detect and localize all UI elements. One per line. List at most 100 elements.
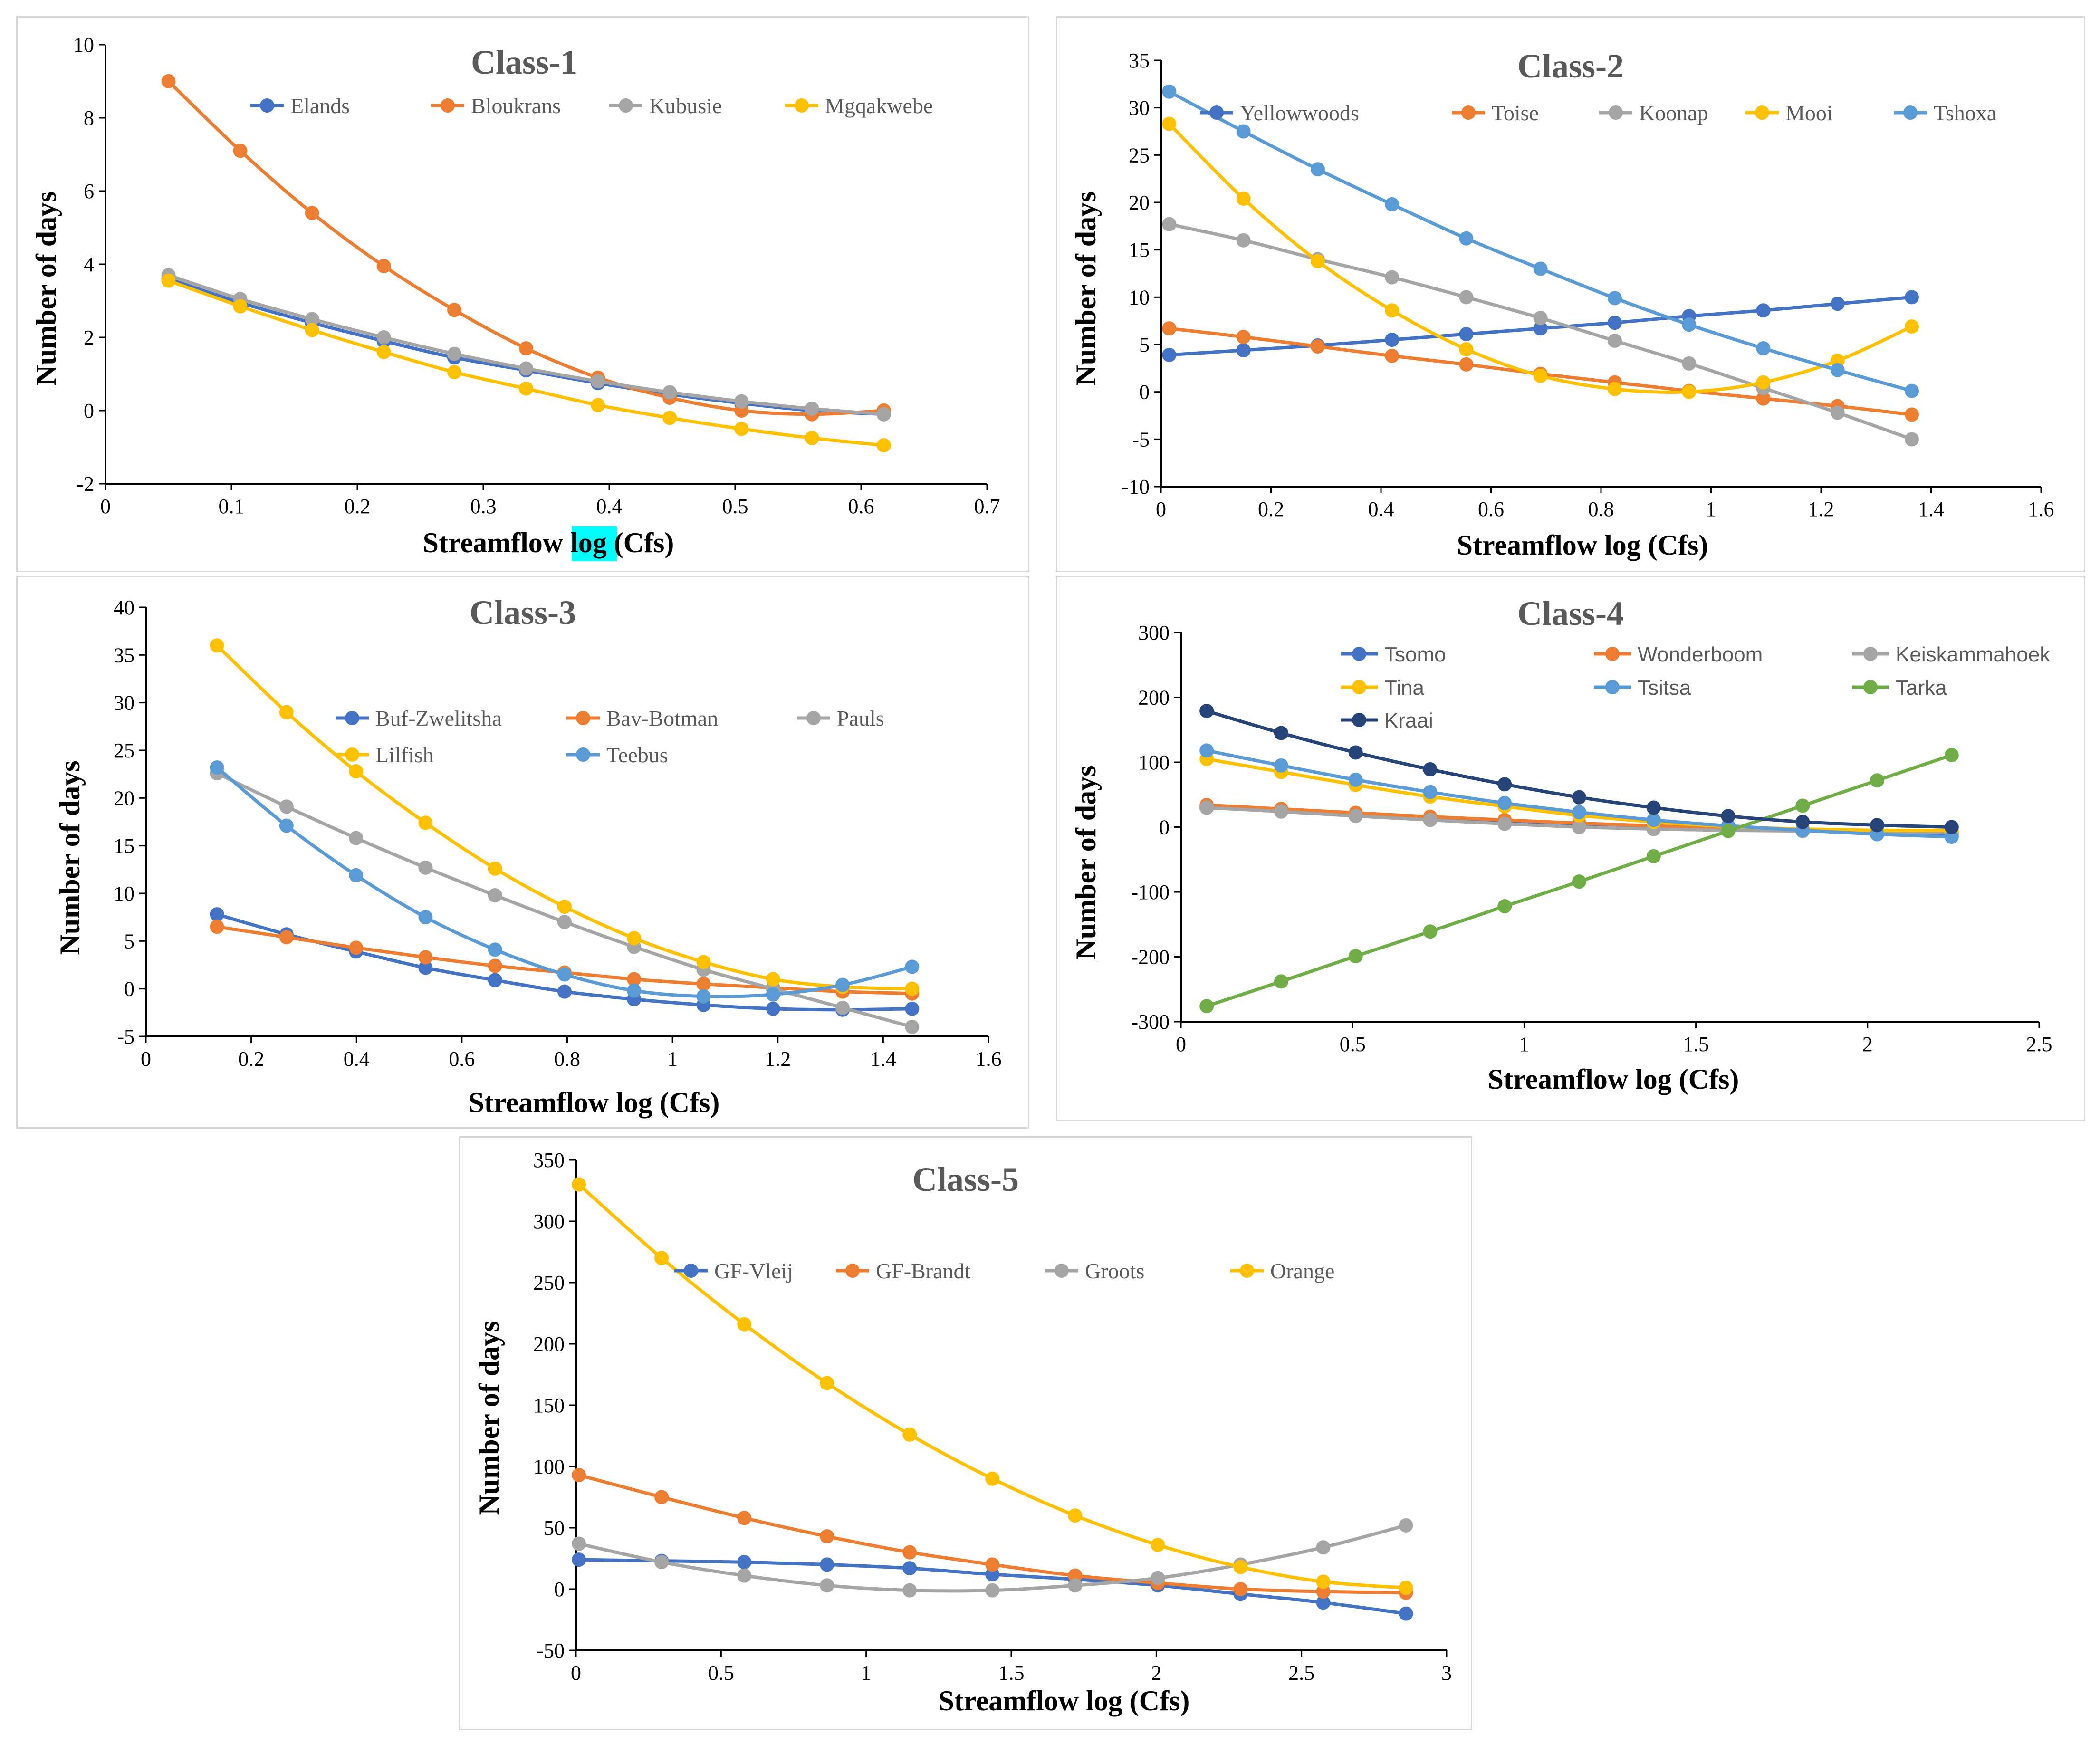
x-tick-label: 1.4 — [870, 1047, 896, 1071]
data-point-gf-brandt — [654, 1490, 669, 1504]
data-point-gf-vleij — [985, 1567, 1000, 1582]
data-point-tarka — [1944, 747, 1959, 762]
data-point-mgqakwebe — [305, 323, 319, 337]
data-point-bav-botman — [349, 940, 364, 955]
data-point-mgqakwebe — [161, 273, 176, 288]
legend-label: Kraai — [1384, 709, 1433, 732]
x-tick-label: 0.2 — [345, 495, 371, 518]
x-tick-label: 1.5 — [1683, 1033, 1709, 1056]
y-tick-label: 5 — [1139, 333, 1150, 356]
legend-swatch-marker — [806, 711, 821, 725]
data-point-tarka — [1274, 974, 1288, 989]
y-tick-label: 4 — [84, 253, 94, 276]
data-point-toise — [1385, 348, 1400, 363]
legend: Tsomo Wonderboom Keiskammahoek Tina Tsitsa Ta… — [1341, 643, 2051, 732]
y-tick-label: 50 — [544, 1516, 565, 1540]
data-point-mooi — [1385, 303, 1400, 318]
legend-label: Kubusie — [649, 94, 722, 118]
x-tick-label: 0.5 — [1340, 1033, 1366, 1056]
y-tick-label: 200 — [533, 1332, 565, 1356]
legend-label: GF-Vleij — [714, 1259, 793, 1283]
series-line-orange — [577, 1183, 1406, 1590]
chart-panel-class-1: Number of days Streamflow log (Cfs) Clas… — [16, 16, 1029, 572]
chart-class-1: Number of days Streamflow log (Cfs) Clas… — [30, 33, 1000, 561]
data-point-mgqakwebe — [233, 299, 248, 314]
series-group — [1199, 704, 1959, 1014]
axes: 0 0.2 0.4 0.6 0.8 1 1.2 1.4 1.6 -5 0 5 10 15 20 25 30 35 4… — [114, 596, 1002, 1071]
series-line-tshoxa — [1168, 90, 1912, 393]
data-point-tsitsa — [1348, 772, 1363, 787]
data-point-mooi — [1236, 192, 1251, 206]
legend-label: Elands — [290, 94, 350, 118]
data-point-mooi — [1756, 375, 1771, 390]
data-point-bav-botman — [627, 972, 642, 987]
legend-swatch-marker — [1609, 105, 1623, 120]
data-point-bloukrans — [519, 341, 534, 356]
data-point-koonap — [1904, 432, 1919, 447]
y-tick-label: 15 — [1129, 239, 1150, 262]
data-point-tarka — [1870, 773, 1885, 788]
series-line-mooi — [1168, 123, 1913, 394]
xlabel-highlight — [572, 526, 617, 561]
y-tick-label: 150 — [533, 1394, 565, 1417]
legend-swatch-marker — [684, 1264, 698, 1278]
y-tick-label: -200 — [1131, 946, 1170, 969]
data-point-groots — [1068, 1578, 1083, 1593]
data-point-tshoxa — [1459, 231, 1474, 246]
data-point-bloukrans — [305, 206, 319, 220]
legend-swatch-marker — [260, 98, 274, 113]
legend-swatch-marker — [1863, 647, 1878, 661]
data-point-koonap — [1607, 334, 1622, 348]
data-point-bloukrans — [447, 303, 462, 317]
x-tick-label: 0 — [100, 495, 111, 518]
legend-label: Keiskammahoek — [1896, 643, 2051, 666]
chart-title: Class-4 — [1517, 594, 1624, 632]
data-point-kubusie — [519, 361, 534, 376]
y-tick-label: 100 — [533, 1455, 565, 1478]
data-point-keiskammahoek — [1497, 816, 1512, 831]
y-tick-label: 5 — [124, 929, 134, 953]
data-point-kraai — [1274, 726, 1288, 740]
y-tick-label: 20 — [114, 786, 134, 810]
data-point-toise — [1236, 330, 1251, 345]
data-point-mooi — [1682, 384, 1697, 399]
chart-class-5: Number of days Streamflow log (Cfs) Clas… — [473, 1149, 1452, 1716]
data-point-bloukrans — [376, 259, 391, 273]
chart-class-4: Number of days Streamflow log (Cfs) Clas… — [1070, 594, 2052, 1095]
data-point-mgqakwebe — [591, 398, 605, 412]
y-tick-label: 35 — [1129, 49, 1150, 72]
y-tick-label: -5 — [1132, 428, 1150, 451]
data-point-bav-botman — [210, 920, 224, 934]
y-tick-label: 2 — [84, 326, 94, 349]
data-point-yellowwoods — [1385, 333, 1400, 347]
data-point-tsitsa — [1199, 743, 1214, 758]
x-tick-label: 1.6 — [976, 1047, 1002, 1071]
y-tick-label: 20 — [1129, 191, 1150, 214]
data-point-keiskammahoek — [1199, 800, 1214, 815]
data-point-gf-vleij — [1316, 1595, 1331, 1610]
data-point-kraai — [1423, 762, 1438, 777]
data-point-keiskammahoek — [1423, 813, 1438, 827]
data-point-mooi — [1162, 116, 1177, 131]
data-point-mgqakwebe — [734, 422, 749, 436]
y-tick-label: 300 — [1138, 621, 1170, 644]
data-point-mgqakwebe — [662, 411, 677, 425]
legend-swatch-marker — [1352, 713, 1366, 727]
data-point-orange — [820, 1376, 834, 1390]
y-axis-label: Number of days — [30, 192, 62, 386]
legend-label: Tsomo — [1384, 643, 1446, 666]
data-point-bav-botman — [488, 958, 502, 973]
legend-label: Bloukrans — [471, 94, 561, 118]
data-point-gf-vleij — [572, 1552, 586, 1567]
data-point-kubusie — [305, 312, 319, 326]
data-point-toise — [1904, 407, 1919, 422]
x-tick-label: 0.4 — [344, 1047, 370, 1071]
x-tick-label: 0.6 — [1478, 498, 1504, 521]
legend-swatch-marker — [1755, 105, 1769, 120]
chart-title: Class-5 — [912, 1160, 1019, 1198]
y-tick-label: 100 — [1138, 751, 1170, 774]
data-point-gf-brandt — [1233, 1582, 1248, 1596]
data-point-pauls — [488, 888, 502, 903]
legend-swatch-marker — [1352, 647, 1366, 661]
y-tick-label: 10 — [1129, 286, 1150, 309]
